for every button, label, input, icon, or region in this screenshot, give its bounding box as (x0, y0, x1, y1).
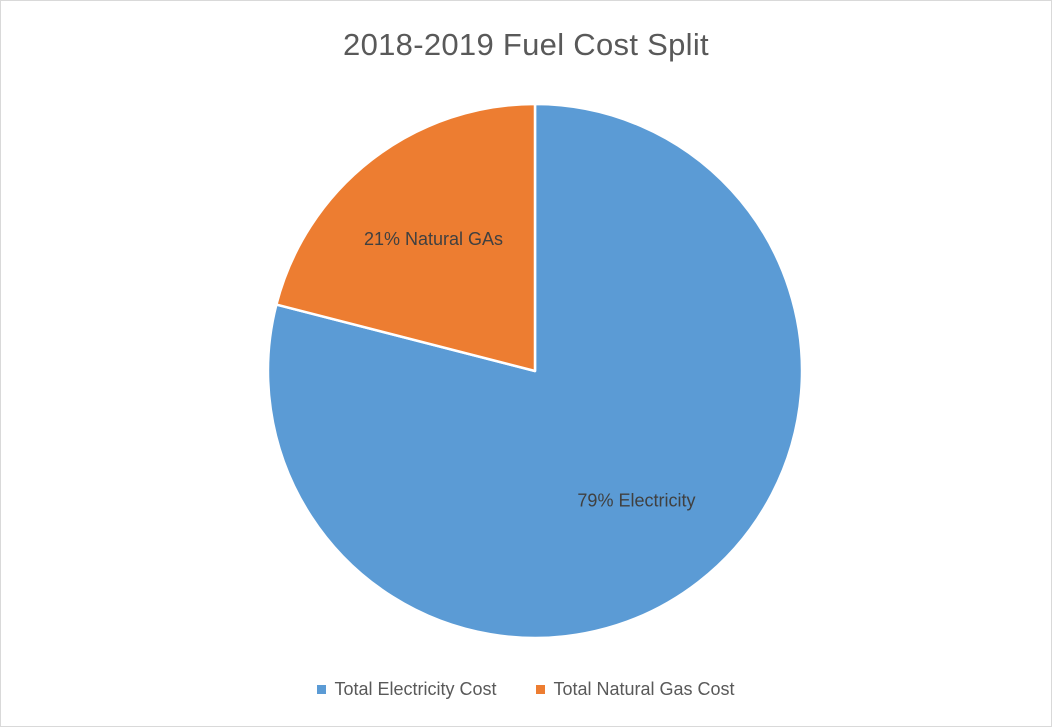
legend-entry-natural-gas: Total Natural Gas Cost (536, 679, 735, 700)
legend-label-natural-gas: Total Natural Gas Cost (553, 679, 735, 699)
pie-slices (266, 102, 804, 640)
slice-label-natural-gas: 21% Natural GAs (364, 229, 503, 249)
slice-labels: 79% Electricity 21% Natural GAs (364, 229, 695, 511)
slice-label-electricity: 79% Electricity (577, 491, 695, 511)
legend-swatch-natural-gas (536, 685, 546, 694)
legend-entry-electricity: Total Electricity Cost (317, 679, 496, 700)
pie-slice-natural-gas (275, 102, 537, 373)
legend: Total Electricity Cost Total Natural Gas… (1, 679, 1051, 700)
legend-label-electricity: Total Electricity Cost (334, 679, 497, 699)
legend-swatch-electricity (317, 685, 327, 694)
chart-title: 2018-2019 Fuel Cost Split (343, 27, 709, 62)
